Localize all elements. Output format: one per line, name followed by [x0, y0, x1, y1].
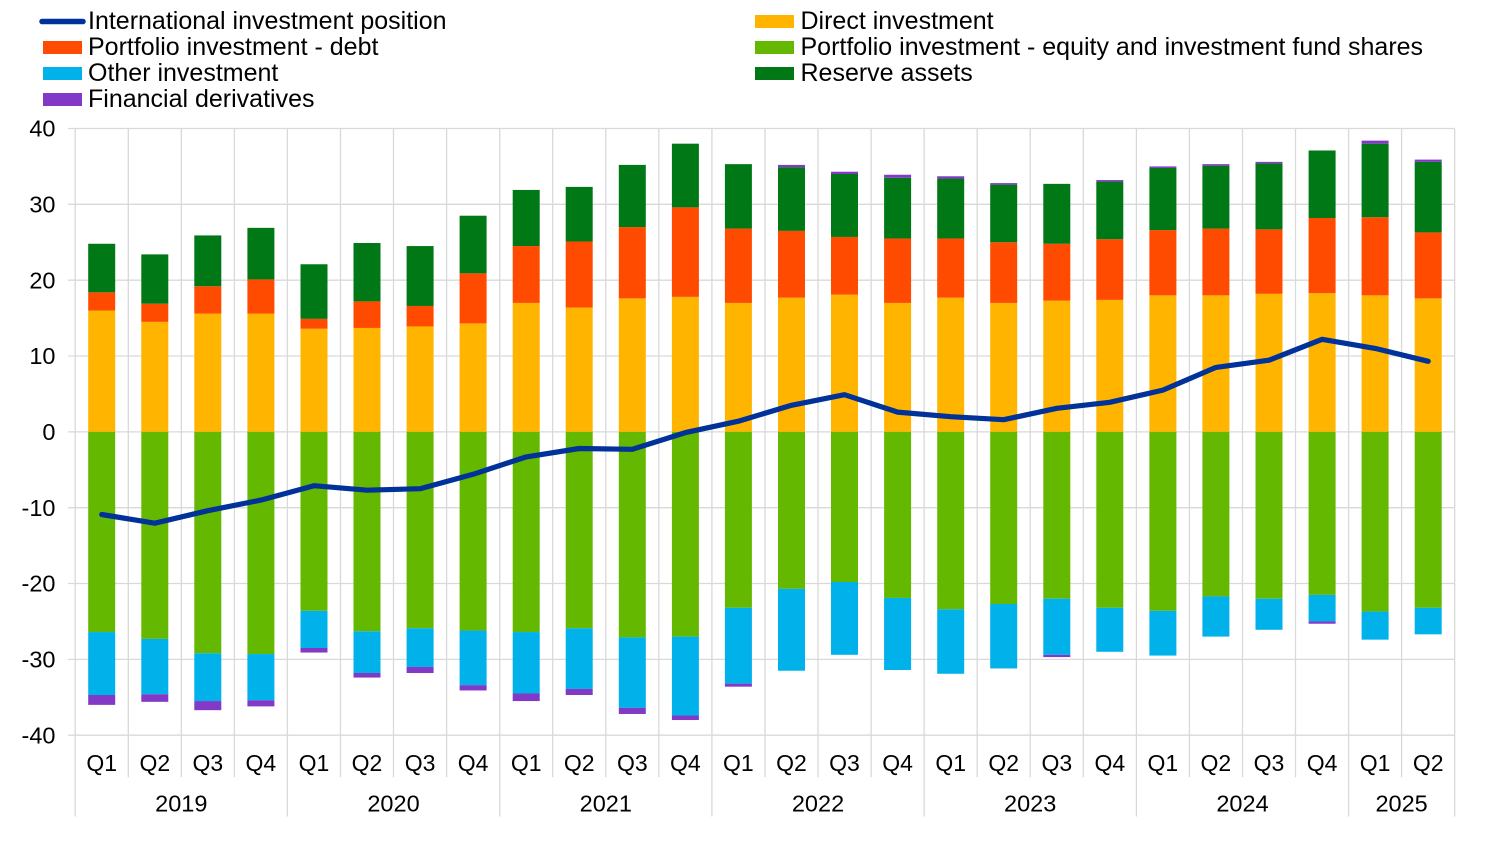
svg-text:International investment posit: International investment position [88, 7, 447, 35]
svg-text:Q1: Q1 [723, 750, 754, 776]
svg-text:-20: -20 [22, 571, 56, 597]
svg-text:Q3: Q3 [405, 750, 436, 776]
svg-text:Q3: Q3 [617, 750, 648, 776]
svg-text:Portfolio investment - equity: Portfolio investment - equity and invest… [801, 33, 1424, 61]
svg-text:Reserve assets: Reserve assets [801, 59, 973, 87]
svg-text:Q2: Q2 [1201, 750, 1232, 776]
svg-text:Q4: Q4 [670, 750, 701, 776]
svg-text:2023: 2023 [1004, 790, 1056, 816]
svg-text:-40: -40 [22, 722, 56, 748]
svg-text:Portfolio investment - debt: Portfolio investment - debt [88, 33, 378, 61]
svg-text:Direct investment: Direct investment [801, 7, 994, 35]
svg-text:2024: 2024 [1216, 790, 1268, 816]
svg-text:2022: 2022 [792, 790, 844, 816]
svg-text:Q3: Q3 [1254, 750, 1285, 776]
svg-text:Other investment: Other investment [88, 59, 278, 87]
svg-text:10: 10 [29, 343, 55, 369]
svg-text:Q2: Q2 [1413, 750, 1444, 776]
svg-text:20: 20 [29, 267, 55, 293]
svg-text:Q3: Q3 [1041, 750, 1072, 776]
svg-text:2021: 2021 [580, 790, 632, 816]
svg-text:Q2: Q2 [988, 750, 1019, 776]
svg-text:Q1: Q1 [299, 750, 330, 776]
svg-text:Q3: Q3 [829, 750, 860, 776]
svg-text:Q4: Q4 [1094, 750, 1125, 776]
svg-text:-10: -10 [22, 495, 56, 521]
svg-text:30: 30 [29, 192, 55, 218]
svg-text:Q4: Q4 [882, 750, 913, 776]
svg-text:Q2: Q2 [776, 750, 807, 776]
svg-text:Q4: Q4 [246, 750, 277, 776]
svg-text:Q1: Q1 [935, 750, 966, 776]
svg-text:40: 40 [29, 116, 55, 142]
svg-text:2019: 2019 [155, 790, 207, 816]
svg-text:Q3: Q3 [192, 750, 223, 776]
svg-text:0: 0 [42, 419, 55, 445]
svg-text:Q4: Q4 [1307, 750, 1338, 776]
svg-text:Q1: Q1 [1148, 750, 1179, 776]
svg-text:Q1: Q1 [86, 750, 117, 776]
svg-text:Q1: Q1 [1360, 750, 1391, 776]
svg-text:Q1: Q1 [511, 750, 542, 776]
svg-text:2020: 2020 [367, 790, 419, 816]
svg-text:Q2: Q2 [139, 750, 170, 776]
svg-text:-30: -30 [22, 647, 56, 673]
svg-text:Financial derivatives: Financial derivatives [88, 85, 315, 113]
svg-text:Q4: Q4 [458, 750, 489, 776]
svg-text:Q2: Q2 [352, 750, 383, 776]
svg-text:2025: 2025 [1375, 790, 1427, 816]
svg-text:Q2: Q2 [564, 750, 595, 776]
